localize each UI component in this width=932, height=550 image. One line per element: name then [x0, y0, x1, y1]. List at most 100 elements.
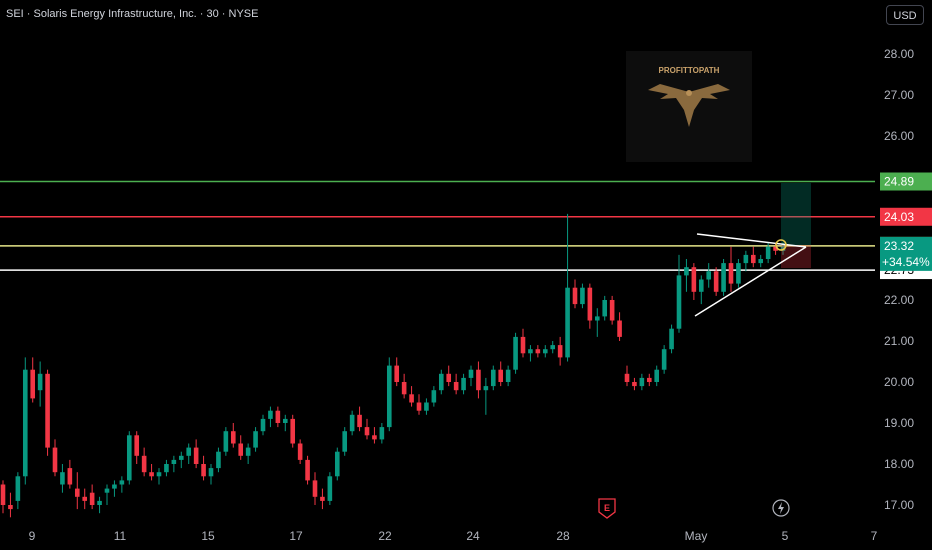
candle: [572, 279, 578, 309]
candle: [416, 394, 422, 415]
candle: [691, 263, 697, 300]
candle: [126, 431, 132, 485]
svg-text:24.89: 24.89: [884, 175, 914, 189]
candle: [275, 406, 281, 428]
x-tick-label: 5: [782, 529, 789, 543]
candle: [438, 369, 444, 395]
triangle-upper-line: [696, 233, 807, 248]
x-tick-label: May: [685, 529, 708, 543]
y-tick-label: 19.00: [884, 416, 914, 430]
candle: [253, 427, 258, 452]
candle: [646, 373, 652, 387]
candle: [394, 357, 400, 387]
candle: [602, 295, 608, 321]
candle: [639, 373, 645, 391]
level-tag-0: 24.89: [880, 172, 932, 191]
candle: [349, 410, 355, 436]
candle: [557, 336, 563, 366]
candle: [669, 324, 674, 354]
candle: [624, 365, 630, 387]
candle: [453, 373, 459, 395]
candle: [587, 283, 593, 329]
candle: [728, 246, 734, 292]
candle: [468, 365, 474, 387]
candle: [684, 259, 689, 292]
candle: [498, 361, 504, 387]
candle: [550, 341, 556, 354]
candle: [8, 492, 13, 518]
earnings-icon[interactable]: E: [598, 498, 616, 519]
candle: [490, 365, 496, 391]
candle: [60, 464, 65, 493]
candle: [134, 431, 140, 464]
candle: [424, 398, 429, 415]
candle: [342, 427, 348, 456]
drawings: [694, 183, 811, 317]
x-tick-label: 28: [556, 529, 570, 543]
candle: [260, 414, 266, 436]
y-tick-label: 21.00: [884, 334, 914, 348]
svg-text:E: E: [604, 503, 610, 513]
candle: [141, 447, 147, 477]
candle: [149, 464, 154, 481]
candle: [186, 443, 192, 464]
candle: [104, 484, 110, 505]
candle: [654, 365, 660, 387]
y-tick-label: 18.00: [884, 457, 914, 471]
candle: [483, 377, 489, 415]
candle: [305, 455, 310, 485]
candle: [609, 295, 615, 325]
x-tick-label: 17: [289, 529, 303, 543]
x-tick-label: 11: [114, 529, 127, 543]
candle: [505, 365, 511, 387]
candle: [431, 386, 437, 407]
x-tick-label: 22: [378, 529, 392, 543]
candle: [74, 472, 80, 510]
stop-zone: [781, 245, 811, 268]
candle: [698, 275, 704, 305]
candle: [327, 472, 333, 505]
watermark: PROFITTOPATH: [626, 51, 752, 162]
y-tick-label: 27.00: [884, 88, 914, 102]
candle: [713, 267, 719, 296]
candle: [528, 345, 533, 362]
candle: [171, 455, 177, 473]
time-axis[interactable]: 9 11 15 17 22 24 28 May 5 7: [29, 529, 878, 543]
candle: [409, 386, 414, 407]
candle: [37, 361, 43, 407]
candle: [721, 259, 726, 296]
candle: [320, 488, 325, 510]
dividend-icon[interactable]: [772, 499, 790, 517]
candle: [401, 373, 407, 399]
x-tick-label: 7: [871, 529, 878, 543]
candle: [520, 328, 526, 358]
candle: [119, 476, 125, 493]
candle: [156, 468, 162, 485]
candle: [89, 484, 95, 510]
candle: [52, 439, 58, 477]
candle: [15, 472, 21, 510]
candle: [513, 332, 518, 374]
candle: [178, 451, 184, 469]
y-tick-label: 28.00: [884, 47, 914, 61]
candle: [201, 455, 206, 481]
candle: [223, 427, 229, 456]
candle: [67, 459, 73, 489]
y-tick-label: 26.00: [884, 129, 914, 143]
candle: [364, 418, 370, 440]
candle: [632, 377, 637, 391]
svg-text:+34.54%: +34.54%: [882, 255, 930, 269]
candle: [461, 373, 466, 395]
candle: [758, 254, 764, 268]
candle: [706, 263, 712, 288]
candle: [22, 357, 28, 485]
candle: [743, 250, 749, 272]
candle: [750, 246, 756, 268]
candle: [386, 357, 392, 432]
candle: [0, 480, 6, 514]
target-zone: [781, 183, 811, 245]
candle: [97, 496, 102, 514]
level-tag-1: 24.03: [880, 207, 932, 226]
currency-button[interactable]: USD: [886, 5, 924, 25]
